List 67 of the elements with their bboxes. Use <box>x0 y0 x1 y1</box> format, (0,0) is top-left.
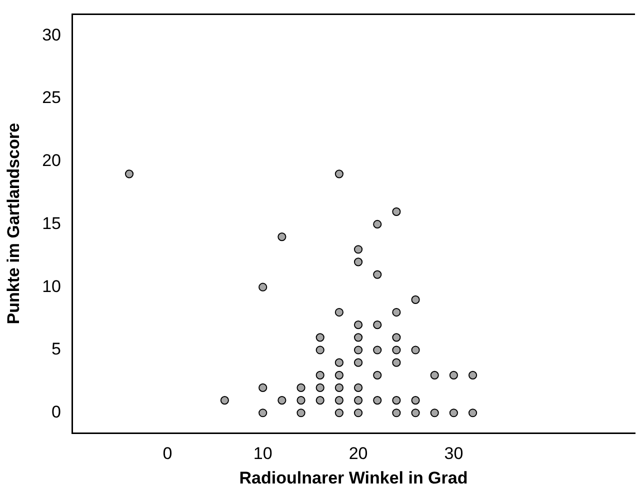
point <box>334 396 344 405</box>
point <box>449 408 458 418</box>
point <box>296 396 306 405</box>
point <box>354 383 363 392</box>
point <box>373 346 382 354</box>
point <box>258 408 268 418</box>
y-tick-label: 5 <box>52 340 61 359</box>
y-tick-label: 10 <box>42 276 61 296</box>
point <box>124 170 134 178</box>
point <box>354 245 363 254</box>
y-tick-label: 25 <box>42 88 61 108</box>
point <box>411 295 420 304</box>
x-tick-label: 20 <box>348 444 368 463</box>
point <box>258 282 268 292</box>
point <box>354 396 363 405</box>
point <box>316 346 324 354</box>
x-axis-title: Radioulnarer Winkel in Grad <box>239 468 468 488</box>
point <box>392 207 401 216</box>
x-tick-label: 30 <box>444 444 464 463</box>
point <box>296 408 306 418</box>
point <box>430 408 439 418</box>
point <box>392 358 401 367</box>
point <box>411 396 420 405</box>
point <box>354 258 363 266</box>
point <box>354 358 363 367</box>
point <box>392 346 401 354</box>
point <box>316 396 324 405</box>
point <box>392 333 401 342</box>
point <box>316 370 324 380</box>
point <box>354 320 363 330</box>
x-tick-label: 0 <box>162 444 172 463</box>
point <box>354 408 363 418</box>
point <box>278 396 286 405</box>
point <box>373 320 382 330</box>
point <box>220 396 229 405</box>
point <box>373 396 382 405</box>
point <box>411 346 420 354</box>
point <box>334 170 344 178</box>
point <box>449 370 458 380</box>
point <box>468 408 478 418</box>
point <box>334 358 344 367</box>
point <box>334 408 344 418</box>
point <box>392 396 401 405</box>
point <box>392 308 401 317</box>
point <box>296 383 306 392</box>
point <box>373 220 382 229</box>
y-tick-label: 30 <box>42 25 61 44</box>
point <box>354 346 363 354</box>
point <box>430 370 439 380</box>
point <box>316 383 324 392</box>
point <box>373 270 382 279</box>
point <box>334 383 344 392</box>
point <box>334 308 344 317</box>
point <box>392 408 401 418</box>
y-tick-label: 15 <box>42 214 61 233</box>
x-tick-label: 10 <box>253 444 272 463</box>
point <box>334 370 344 380</box>
point <box>354 333 363 342</box>
point <box>278 232 286 242</box>
y-tick-label: 0 <box>52 402 61 422</box>
point <box>316 333 324 342</box>
point <box>468 370 478 380</box>
point <box>258 383 268 392</box>
point <box>411 408 420 418</box>
y-axis-title: Punkte im Gartlandscore <box>4 122 23 324</box>
point <box>373 370 382 380</box>
y-tick-label: 20 <box>42 151 61 170</box>
